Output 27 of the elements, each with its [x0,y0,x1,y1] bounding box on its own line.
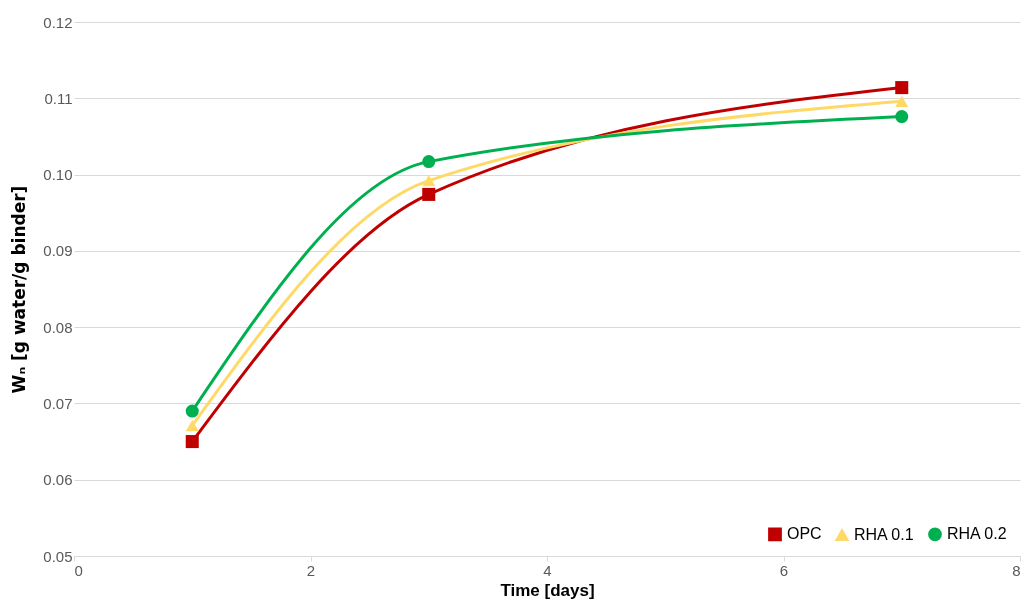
y-tick-label: 0.08 [43,318,73,336]
legend-label: RHA 0.1 [854,525,914,543]
x-tick-label: 4 [543,561,552,579]
x-axis-title: Time [days] [500,580,595,600]
x-tick-label: 6 [779,561,789,579]
y-tick-label: 0.12 [43,13,73,31]
y-tick-label: 0.06 [43,471,73,489]
point [422,155,436,169]
x-tick-label: 0 [74,561,83,579]
point [422,187,436,201]
y-axis-title: Wₙ [g water/g binder] [9,185,30,394]
legend-label: RHA 0.2 [947,525,1007,543]
point [895,110,909,124]
point [185,404,199,418]
point [185,435,199,449]
x-tick-label: 8 [1012,561,1021,579]
x-tick-label: 2 [306,561,316,579]
y-tick-label: 0.11 [44,89,73,107]
point [895,95,909,107]
point [422,175,436,187]
y-tick-label: 0.09 [43,242,73,260]
point [185,419,199,432]
y-tick-label: 0.10 [43,166,73,184]
y-tick-label: 0.07 [43,394,73,412]
point [895,81,909,95]
legend-label: OPC [787,525,822,543]
y-tick-label: 0.05 [43,547,73,565]
